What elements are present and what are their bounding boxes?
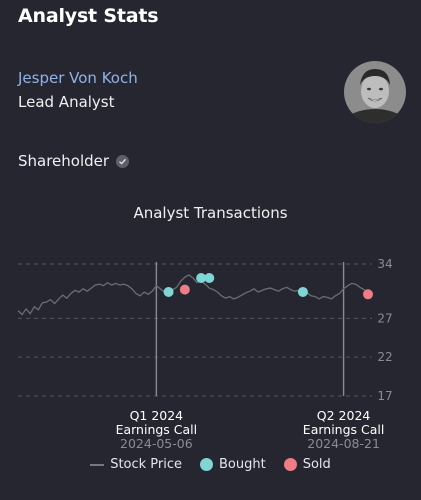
analyst-name-link[interactable]: Jesper Von Koch [18, 69, 138, 87]
transactions-chart: 34 27 22 17 [17, 257, 393, 403]
y-tick-label: 34 [377, 257, 392, 271]
legend-item-sold[interactable]: Sold [283, 457, 331, 472]
event-marker-q1: Q1 2024 Earnings Call 2024-05-06 [86, 409, 226, 451]
event-marker-q2: Q2 2024 Earnings Call 2024-08-21 [274, 409, 414, 451]
chart-title: Analyst Transactions [133, 204, 288, 222]
stock-price-line [17, 274, 369, 316]
page-title: Analyst Stats [18, 5, 159, 27]
event-label: Earnings Call [115, 422, 198, 437]
dot-swatch-icon [200, 458, 214, 471]
bought-marker [204, 272, 215, 283]
y-tick-label: 27 [377, 311, 392, 325]
event-label: Earnings Call [302, 422, 385, 437]
legend-item-bought[interactable]: Bought [200, 457, 266, 472]
sold-marker [179, 284, 190, 295]
shareholder-status: Shareholder [18, 152, 130, 170]
dot-swatch-icon [283, 458, 297, 471]
event-quarter: Q2 2024 [316, 408, 371, 423]
check-icon [116, 154, 130, 168]
line-swatch-icon [90, 463, 105, 466]
y-tick-label: 22 [377, 350, 392, 364]
chart-legend: Stock Price Bought Sold [0, 457, 421, 472]
event-date: 2024-05-06 [120, 436, 193, 451]
bought-marker [297, 286, 308, 297]
sold-marker [363, 289, 373, 300]
event-date: 2024-08-21 [307, 436, 380, 451]
legend-label: Sold [302, 457, 331, 472]
legend-label: Bought [219, 457, 266, 472]
bought-marker [163, 286, 174, 297]
analyst-role: Lead Analyst [18, 93, 115, 111]
legend-label: Stock Price [110, 457, 183, 472]
legend-item-stock-price[interactable]: Stock Price [90, 457, 182, 472]
bought-marker [196, 272, 207, 283]
event-quarter: Q1 2024 [129, 408, 184, 423]
y-tick-label: 17 [377, 389, 392, 403]
shareholder-label: Shareholder [18, 152, 110, 170]
avatar [344, 61, 406, 123]
